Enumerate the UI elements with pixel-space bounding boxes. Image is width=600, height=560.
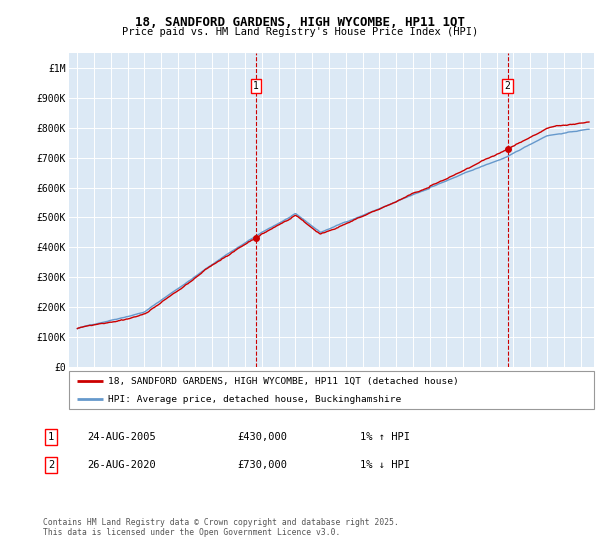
Text: 1% ↓ HPI: 1% ↓ HPI (360, 460, 410, 470)
Text: 26-AUG-2020: 26-AUG-2020 (87, 460, 156, 470)
Text: HPI: Average price, detached house, Buckinghamshire: HPI: Average price, detached house, Buck… (109, 395, 401, 404)
Text: 18, SANDFORD GARDENS, HIGH WYCOMBE, HP11 1QT (detached house): 18, SANDFORD GARDENS, HIGH WYCOMBE, HP11… (109, 377, 459, 386)
FancyBboxPatch shape (69, 371, 594, 409)
Text: £730,000: £730,000 (237, 460, 287, 470)
Text: £430,000: £430,000 (237, 432, 287, 442)
Text: Price paid vs. HM Land Registry's House Price Index (HPI): Price paid vs. HM Land Registry's House … (122, 27, 478, 37)
Text: 18, SANDFORD GARDENS, HIGH WYCOMBE, HP11 1QT: 18, SANDFORD GARDENS, HIGH WYCOMBE, HP11… (135, 16, 465, 29)
Text: 1: 1 (253, 81, 259, 91)
Text: 24-AUG-2005: 24-AUG-2005 (87, 432, 156, 442)
Text: Contains HM Land Registry data © Crown copyright and database right 2025.
This d: Contains HM Land Registry data © Crown c… (43, 518, 399, 538)
Text: 1% ↑ HPI: 1% ↑ HPI (360, 432, 410, 442)
Text: 2: 2 (48, 460, 54, 470)
Text: 2: 2 (505, 81, 511, 91)
Text: 1: 1 (48, 432, 54, 442)
